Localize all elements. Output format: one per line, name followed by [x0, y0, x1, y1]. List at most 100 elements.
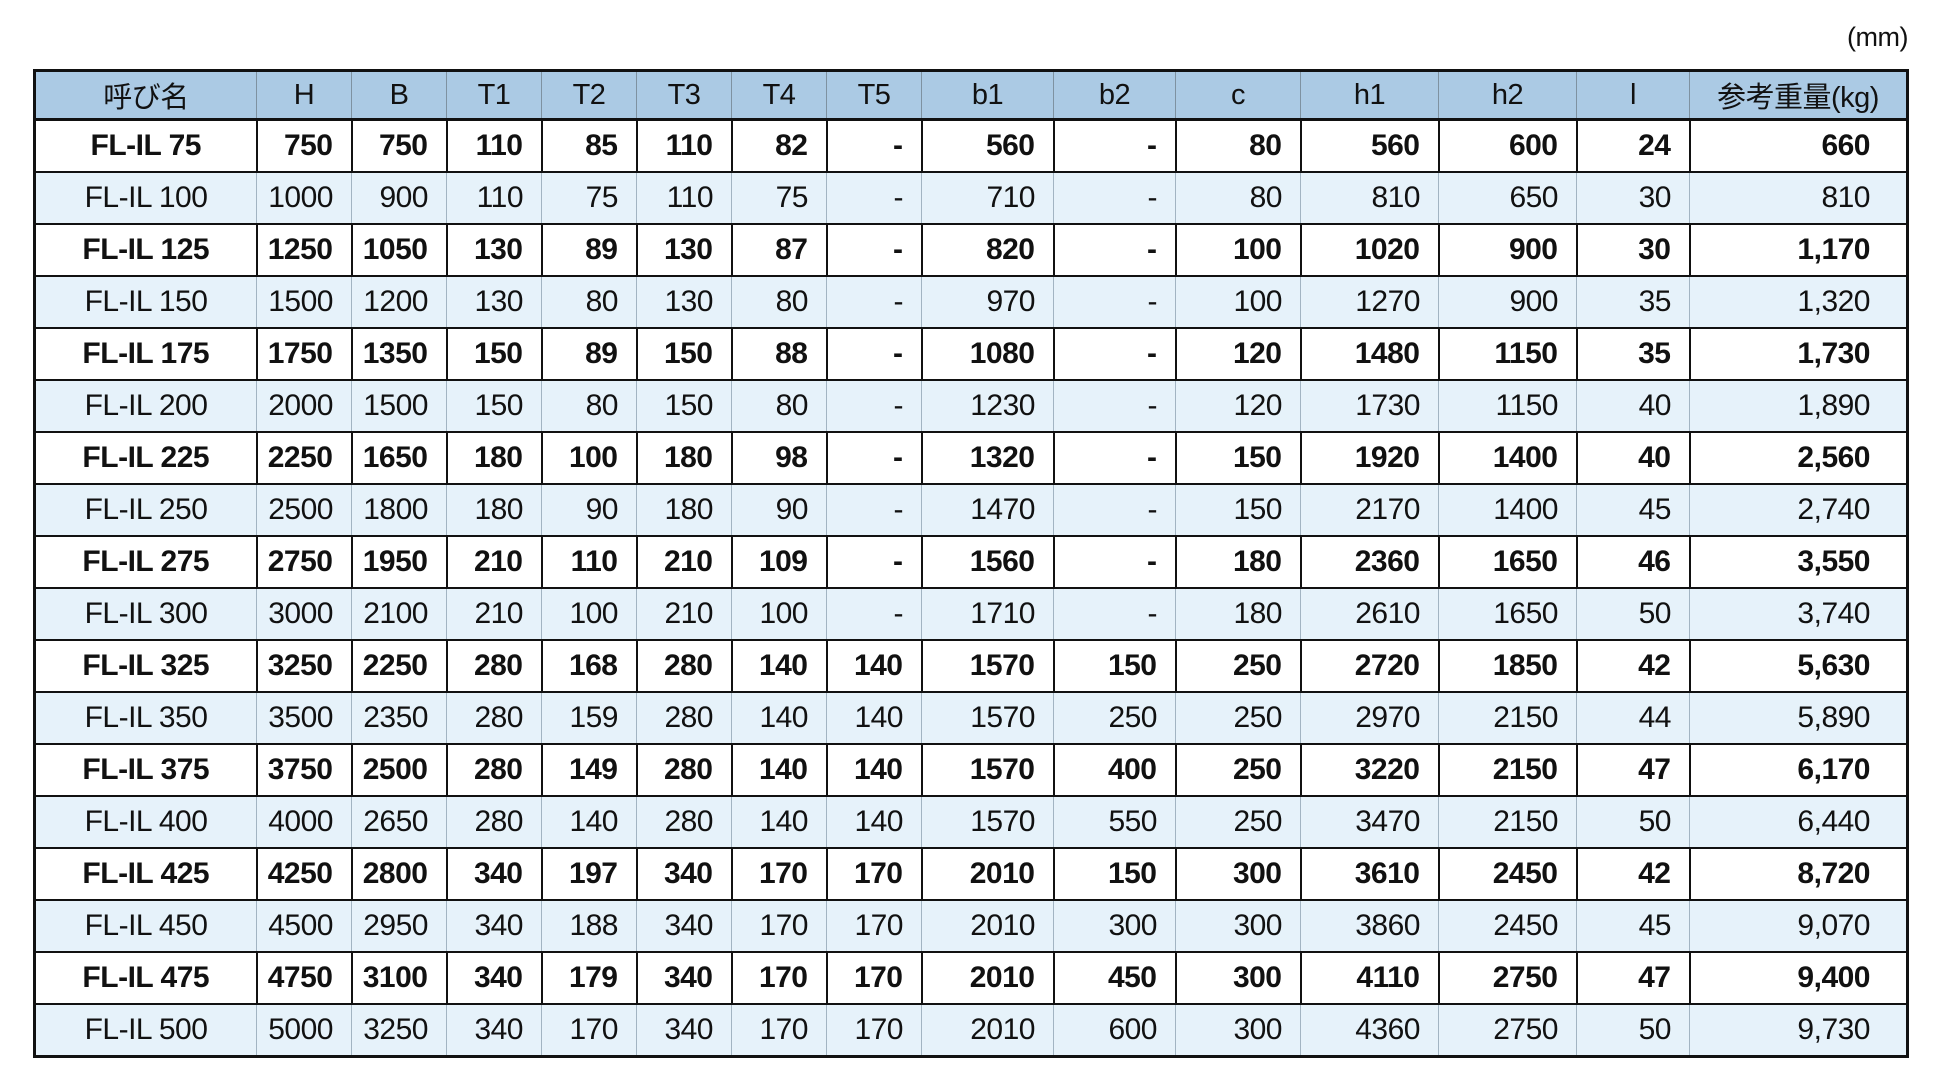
weight-cell: 9,400: [1688, 951, 1909, 1005]
table-row: FL-IL 300 3000 2100 210 100 210 100-1710-180 26…: [34, 587, 1908, 641]
value-cell: 4360: [1300, 1003, 1439, 1058]
row-name-cell: FL-IL 225: [33, 431, 258, 485]
value-cell: 150: [636, 379, 732, 433]
value-cell: 340: [636, 899, 732, 953]
value-cell: 159: [541, 691, 637, 745]
row-name-cell: FL-IL 500: [34, 1003, 257, 1058]
value-cell: 30: [1576, 171, 1690, 225]
value-cell: 250: [1175, 691, 1301, 745]
value-cell: 140: [826, 691, 922, 745]
value-cell: 280: [445, 743, 543, 797]
value-cell: 340: [445, 847, 543, 901]
value-cell: -: [1053, 171, 1176, 225]
value-cell: 150: [1175, 483, 1301, 537]
value-cell: 100: [541, 587, 637, 641]
value-cell: 130: [445, 223, 543, 277]
value-cell: 80: [541, 379, 637, 433]
value-cell: 24: [1575, 118, 1691, 173]
weight-cell: 810: [1689, 171, 1908, 225]
weight-cell: 9,730: [1689, 1003, 1908, 1058]
weight-cell: 3,550: [1688, 535, 1909, 589]
row-name-cell: FL-IL 275: [33, 535, 258, 589]
column-header-13: l: [1576, 70, 1690, 121]
value-cell: 1920: [1299, 431, 1440, 485]
value-cell: 2150: [1437, 743, 1578, 797]
value-cell: 140: [731, 795, 827, 849]
value-cell: 2750: [1438, 1003, 1577, 1058]
value-cell: 120: [1175, 379, 1301, 433]
value-cell: 140: [730, 743, 828, 797]
value-cell: 340: [635, 951, 733, 1005]
value-cell: 1320: [920, 431, 1055, 485]
value-cell: -: [826, 171, 922, 225]
value-cell: -: [1053, 379, 1176, 433]
table-row: FL-IL 500 5000 3250 340 170 340 170 170 2010 600 3…: [34, 1003, 1908, 1058]
value-cell: 750: [350, 118, 448, 173]
value-cell: -: [1053, 587, 1176, 641]
value-cell: 2350: [351, 691, 447, 745]
value-cell: 110: [445, 118, 543, 173]
value-cell: -: [1052, 431, 1177, 485]
value-cell: 280: [635, 639, 733, 693]
value-cell: -: [1052, 535, 1177, 589]
value-cell: 2250: [255, 431, 353, 485]
value-cell: 110: [636, 171, 732, 225]
value-cell: -: [1052, 223, 1177, 277]
value-cell: 750: [255, 118, 353, 173]
table-row: FL-IL 350 3500 2350 280 159 280 140 140 1570 250 2…: [34, 691, 1908, 745]
value-cell: 170: [826, 899, 922, 953]
value-cell: 810: [1300, 171, 1439, 225]
value-cell: 2010: [921, 899, 1054, 953]
value-cell: 120: [1174, 327, 1302, 381]
value-cell: 710: [921, 171, 1054, 225]
value-cell: 80: [731, 275, 827, 329]
weight-cell: 1,890: [1689, 379, 1908, 433]
column-header-6: T4: [731, 70, 827, 121]
value-cell: 1080: [920, 327, 1055, 381]
weight-cell: 5,630: [1688, 639, 1909, 693]
table-row: FL-IL 150 1500 1200 130 80 130 80-970-100 1270 9…: [34, 275, 1908, 329]
value-cell: -: [1052, 327, 1177, 381]
value-cell: -: [1053, 483, 1176, 537]
row-name-cell: FL-IL 75: [33, 118, 258, 173]
value-cell: 300: [1174, 847, 1302, 901]
value-cell: 80: [731, 379, 827, 433]
value-cell: 180: [446, 483, 542, 537]
value-cell: 150: [445, 327, 543, 381]
value-cell: 1750: [255, 327, 353, 381]
row-name-cell: FL-IL 175: [33, 327, 258, 381]
value-cell: 40: [1576, 379, 1690, 433]
table-row: FL-IL 475 4750 3100 340 179 340 170 170 2010 450 3…: [33, 951, 1909, 1005]
row-name-cell: FL-IL 375: [33, 743, 258, 797]
value-cell: 2360: [1299, 535, 1440, 589]
table-row: FL-IL 450 4500 2950 340 188 340 170 170 2010 300 3…: [34, 899, 1908, 953]
value-cell: 82: [730, 118, 828, 173]
value-cell: 1650: [1438, 587, 1577, 641]
value-cell: 210: [636, 587, 732, 641]
value-cell: 970: [921, 275, 1054, 329]
weight-cell: 1,730: [1688, 327, 1909, 381]
value-cell: 450: [1052, 951, 1177, 1005]
weight-cell: 9,070: [1689, 899, 1908, 953]
column-header-12: h2: [1438, 70, 1577, 121]
dimension-spec-table: 呼び名 H B T1 T2 T3 T4 T5 b1 b2 c h1 h2 l 参考重量(kg) FL-IL …: [33, 69, 1909, 1058]
value-cell: -: [826, 587, 922, 641]
value-cell: 170: [825, 951, 923, 1005]
value-cell: 340: [445, 951, 543, 1005]
value-cell: 3000: [256, 587, 352, 641]
row-name-cell: FL-IL 200: [34, 379, 257, 433]
value-cell: 900: [1437, 223, 1578, 277]
column-header-1: H: [256, 70, 352, 121]
value-cell: 170: [825, 847, 923, 901]
value-cell: 2450: [1437, 847, 1578, 901]
value-cell: 1400: [1437, 431, 1578, 485]
value-cell: 45: [1576, 899, 1690, 953]
value-cell: 340: [446, 1003, 542, 1058]
value-cell: 2150: [1438, 691, 1577, 745]
value-cell: 280: [635, 743, 733, 797]
value-cell: 1200: [351, 275, 447, 329]
value-cell: 110: [446, 171, 542, 225]
value-cell: 3250: [351, 1003, 447, 1058]
value-cell: 1020: [1299, 223, 1440, 277]
value-cell: 600: [1437, 118, 1578, 173]
